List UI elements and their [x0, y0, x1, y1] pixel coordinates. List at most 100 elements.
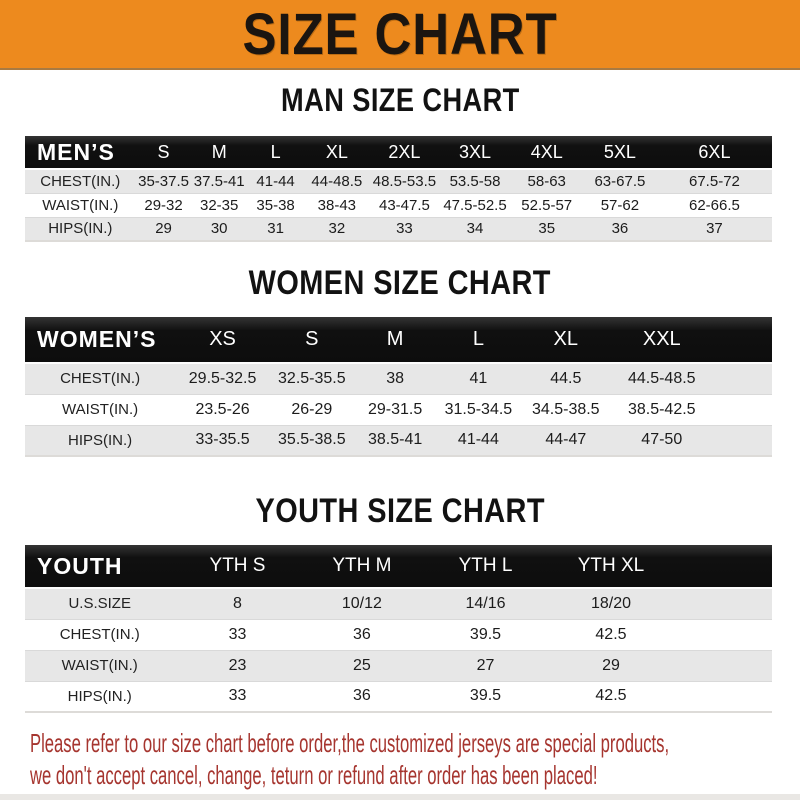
- size-value-cell: 25: [300, 650, 424, 682]
- table-row: WAIST(IN.) 23 25 27 29: [25, 650, 772, 682]
- size-value-cell: 32.5-35.5: [270, 363, 354, 395]
- size-value-cell: 34: [439, 217, 511, 242]
- column-header: YTH XL: [547, 545, 675, 589]
- size-value-cell: 35-38: [246, 193, 305, 218]
- row-label: HIPS(IN.): [25, 425, 176, 457]
- size-chart-banner: SIZE CHART: [0, 0, 800, 70]
- womens-header-row: WOMEN’S XS S M L XL XXL: [25, 317, 772, 364]
- size-value-cell: 53.5-58: [439, 169, 511, 194]
- column-header: YTH S: [174, 545, 301, 589]
- size-value-cell: 31: [246, 217, 305, 242]
- size-value-cell: 23.5-26: [175, 394, 270, 426]
- table-row: CHEST(IN.) 29.5-32.5 32.5-35.5 38 41 44.…: [25, 363, 772, 395]
- mens-size-table: MEN’S S M L XL 2XL 3XL 4XL 5XL 6XL CHEST…: [25, 136, 772, 242]
- size-value-cell: 33-35.5: [175, 425, 270, 457]
- size-value-cell: 57-62: [582, 193, 657, 218]
- spacer-cell: [712, 363, 772, 395]
- column-header: 5XL: [582, 136, 657, 170]
- size-value-cell: 48.5-53.5: [369, 169, 440, 194]
- size-value-cell: 38-43: [304, 193, 370, 218]
- size-value-cell: 36: [300, 681, 424, 713]
- size-value-cell: 26-29: [270, 394, 354, 426]
- size-value-cell: 58-63: [510, 169, 583, 194]
- row-label: CHEST(IN.): [25, 619, 175, 651]
- youth-header-row: YOUTH YTH S YTH M YTH L YTH XL: [25, 545, 772, 589]
- size-value-cell: 38.5-41: [353, 425, 437, 457]
- size-value-cell: 27: [423, 650, 548, 682]
- size-value-cell: 39.5: [423, 619, 548, 651]
- size-value-cell: 67.5-72: [656, 169, 772, 194]
- table-row: CHEST(IN.) 35-37.5 37.5-41 41-44 44-48.5…: [25, 169, 772, 194]
- table-row: WAIST(IN.) 23.5-26 26-29 29-31.5 31.5-34…: [25, 394, 772, 426]
- size-value-cell: 30: [191, 217, 247, 242]
- size-value-cell: 29-31.5: [353, 394, 437, 426]
- spacer-cell: [674, 681, 772, 713]
- column-header: YTH L: [423, 545, 548, 589]
- column-header: XL: [304, 136, 370, 170]
- heading-text: MAN SIZE CHART: [280, 82, 520, 118]
- table-row: U.S.SIZE 8 10/12 14/16 18/20: [25, 588, 772, 620]
- size-value-cell: 47.5-52.5: [439, 193, 511, 218]
- row-label: WAIST(IN.): [25, 650, 175, 682]
- column-header: 6XL: [656, 136, 772, 170]
- row-label: WAIST(IN.): [25, 394, 176, 426]
- size-value-cell: 35.5-38.5: [270, 425, 354, 457]
- size-value-cell: 31.5-34.5: [436, 394, 521, 426]
- row-label: CHEST(IN.): [25, 169, 136, 194]
- size-value-cell: 41-44: [436, 425, 521, 457]
- row-label: CHEST(IN.): [25, 363, 176, 395]
- column-header: XXL: [611, 317, 713, 364]
- youth-size-table: YOUTH YTH S YTH M YTH L YTH XL U.S.SIZE …: [25, 545, 772, 713]
- size-value-cell: 23: [174, 650, 301, 682]
- column-header: XS: [175, 317, 270, 364]
- table-title-cell: MEN’S: [25, 136, 136, 170]
- size-value-cell: 63-67.5: [582, 169, 657, 194]
- spacer-cell: [712, 425, 772, 457]
- bottom-edge-strip: [0, 794, 800, 800]
- spacer-cell: [674, 545, 772, 589]
- size-value-cell: 29.5-32.5: [175, 363, 270, 395]
- table-row: HIPS(IN.) 29 30 31 32 33 34 35 36 37: [25, 217, 772, 242]
- size-value-cell: 29: [547, 650, 675, 682]
- size-value-cell: 34.5-38.5: [520, 394, 612, 426]
- disclaimer-line-2: we don't accept cancel, change, teturn o…: [30, 760, 598, 790]
- size-value-cell: 44.5-48.5: [611, 363, 713, 395]
- column-header: YTH M: [300, 545, 424, 589]
- disclaimer-line-1: Please refer to our size chart before or…: [30, 728, 670, 758]
- heading-text: WOMEN SIZE CHART: [248, 264, 552, 302]
- spacer-cell: [674, 650, 772, 682]
- size-value-cell: 18/20: [547, 588, 675, 620]
- size-value-cell: 52.5-57: [510, 193, 583, 218]
- size-value-cell: 41: [436, 363, 521, 395]
- size-value-cell: 37: [656, 217, 772, 242]
- row-label: HIPS(IN.): [25, 217, 136, 242]
- size-value-cell: 35-37.5: [135, 169, 192, 194]
- column-header: 4XL: [510, 136, 583, 170]
- banner-title: SIZE CHART: [242, 1, 558, 67]
- column-header: 3XL: [439, 136, 511, 170]
- column-header: L: [436, 317, 521, 364]
- mens-header-row: MEN’S S M L XL 2XL 3XL 4XL 5XL 6XL: [25, 136, 772, 170]
- size-value-cell: 43-47.5: [369, 193, 440, 218]
- heading-text: YOUTH SIZE CHART: [255, 492, 545, 530]
- table-row: CHEST(IN.) 33 36 39.5 42.5: [25, 619, 772, 651]
- column-header: M: [353, 317, 437, 364]
- size-value-cell: 14/16: [423, 588, 548, 620]
- spacer-cell: [674, 619, 772, 651]
- man-size-chart-heading: MAN SIZE CHART: [0, 83, 800, 117]
- size-value-cell: 32: [304, 217, 370, 242]
- size-value-cell: 29: [135, 217, 192, 242]
- row-label: HIPS(IN.): [25, 681, 175, 713]
- table-title-cell: YOUTH: [25, 545, 175, 589]
- table-title-cell: WOMEN’S: [25, 317, 176, 364]
- size-value-cell: 44-48.5: [304, 169, 370, 194]
- size-value-cell: 44-47: [520, 425, 612, 457]
- row-label: WAIST(IN.): [25, 193, 136, 218]
- size-value-cell: 32-35: [191, 193, 247, 218]
- table-row: HIPS(IN.) 33-35.5 35.5-38.5 38.5-41 41-4…: [25, 425, 772, 457]
- size-value-cell: 42.5: [547, 619, 675, 651]
- spacer-cell: [674, 588, 772, 620]
- size-value-cell: 36: [300, 619, 424, 651]
- size-value-cell: 36: [582, 217, 657, 242]
